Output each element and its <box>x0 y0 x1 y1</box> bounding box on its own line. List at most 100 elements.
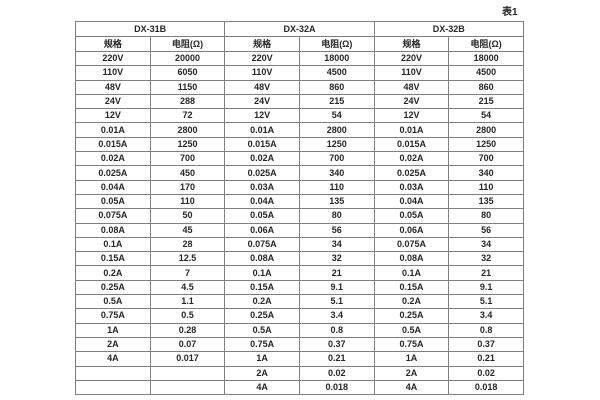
resistance-spec-table: DX-31B DX-32A DX-32B 规格 电阻(Ω) 规格 电阻(Ω) 规… <box>74 21 525 396</box>
resistance-cell: 32 <box>448 251 524 267</box>
resistance-cell: 56 <box>298 222 375 238</box>
col-header-spec-dx32a: 规格 <box>224 36 300 52</box>
spec-cell: 0.75A <box>373 336 450 353</box>
table-row: 1A 0.28 0.5A 0.8 0.5A 0.8 <box>75 322 524 338</box>
resistance-cell: 2800 <box>298 122 375 138</box>
spec-cell: 0.1A <box>373 265 450 281</box>
table-row: 0.08A 45 0.06A 56 0.06A 56 <box>75 222 524 238</box>
resistance-cell: 80 <box>298 208 375 224</box>
table-row: 0.02A 700 0.02A 700 0.02A 700 <box>75 151 524 167</box>
spec-cell: 2A <box>224 365 300 381</box>
table-header: DX-31B DX-32A DX-32B 规格 电阻(Ω) 规格 电阻(Ω) 规… <box>74 21 525 52</box>
resistance-cell: 2800 <box>149 122 226 138</box>
resistance-cell: 288 <box>149 93 226 110</box>
resistance-cell: 0.21 <box>448 351 524 367</box>
spec-cell: 0.25A <box>373 308 450 324</box>
spec-cell: 0.1A <box>224 265 300 281</box>
spec-cell <box>75 379 151 396</box>
spec-cell: 0.05A <box>224 208 300 224</box>
resistance-cell: 4500 <box>298 65 375 81</box>
spec-cell: 0.01A <box>75 122 151 138</box>
spec-cell: 48V <box>224 79 300 95</box>
spec-cell: 1A <box>224 351 300 367</box>
spec-cell: 220V <box>224 50 300 67</box>
table-row: 110V 6050 110V 4500 110V 4500 <box>75 65 524 81</box>
spec-cell: 110V <box>373 65 450 81</box>
resistance-cell: 1250 <box>298 136 375 153</box>
table-caption: 表1 <box>502 7 518 18</box>
resistance-cell: 7 <box>149 265 226 281</box>
resistance-cell: 135 <box>298 193 375 210</box>
table-row: 0.015A 1250 0.015A 1250 0.015A 1250 <box>75 136 524 153</box>
spec-cell: 0.01A <box>373 122 450 138</box>
table-row: 0.025A 450 0.025A 340 0.025A 340 <box>75 165 524 181</box>
spec-cell: 48V <box>373 79 450 95</box>
spec-cell: 0.03A <box>373 179 450 195</box>
group-header-row: DX-31B DX-32A DX-32B <box>74 21 525 37</box>
spec-cell: 0.05A <box>373 208 450 224</box>
resistance-cell: 860 <box>298 79 375 95</box>
spec-cell: 0.01A <box>224 122 300 138</box>
resistance-cell: 3.4 <box>298 308 375 324</box>
resistance-cell: 170 <box>149 179 226 195</box>
resistance-cell <box>149 365 226 381</box>
table-row: 0.04A 170 0.03A 110 0.03A 110 <box>75 179 524 195</box>
resistance-cell: 9.1 <box>448 279 524 296</box>
spec-cell: 0.25A <box>224 308 300 324</box>
spec-cell: 0.25A <box>75 279 151 296</box>
spec-cell: 0.08A <box>224 251 300 267</box>
col-header-spec-dx31b: 规格 <box>75 36 151 52</box>
resistance-cell: 9.1 <box>298 279 375 296</box>
table-row: 0.05A 110 0.04A 135 0.04A 135 <box>75 193 524 210</box>
spec-cell: 0.075A <box>373 236 450 253</box>
resistance-cell: 80 <box>448 208 524 224</box>
table-row: 220V 20000 220V 18000 220V 18000 <box>75 50 524 67</box>
spec-cell: 1A <box>75 322 151 338</box>
table-row: 0.75A 0.5 0.25A 3.4 0.25A 3.4 <box>75 308 524 324</box>
resistance-cell: 56 <box>448 222 524 238</box>
spec-cell: 0.15A <box>75 251 151 267</box>
table-row: 12V 72 12V 54 12V 54 <box>75 108 524 124</box>
spec-cell: 0.02A <box>373 151 450 167</box>
spec-cell: 48V <box>75 79 151 95</box>
spec-cell: 12V <box>224 108 300 124</box>
column-header-row: 规格 电阻(Ω) 规格 电阻(Ω) 规格 电阻(Ω) <box>75 36 524 52</box>
resistance-cell: 5.1 <box>298 294 375 310</box>
resistance-cell: 0.37 <box>448 336 524 353</box>
resistance-cell: 4500 <box>448 65 524 81</box>
col-header-resistance-dx32b: 电阻(Ω) <box>448 36 524 52</box>
resistance-cell: 1250 <box>149 136 226 153</box>
resistance-cell: 3.4 <box>448 308 524 324</box>
spec-cell: 0.15A <box>224 279 300 296</box>
resistance-cell: 45 <box>149 222 226 238</box>
resistance-cell: 700 <box>298 151 375 167</box>
spec-cell: 0.04A <box>75 179 151 195</box>
resistance-cell: 2800 <box>448 122 524 138</box>
spec-cell: 0.06A <box>224 222 300 238</box>
table-row: 0.2A 7 0.1A 21 0.1A 21 <box>75 265 524 281</box>
spec-cell: 0.75A <box>224 336 300 353</box>
spec-cell: 12V <box>373 108 450 124</box>
table-row: 2A 0.02 2A 0.02 <box>75 365 524 381</box>
table-row: 4A 0.017 1A 0.21 1A 0.21 <box>75 351 524 367</box>
resistance-cell <box>149 379 226 396</box>
resistance-cell: 1150 <box>149 79 226 95</box>
spec-cell: 0.015A <box>75 136 151 153</box>
resistance-cell: 0.02 <box>298 365 375 381</box>
resistance-cell: 700 <box>149 151 226 167</box>
group-header-dx32b: DX-32B <box>373 21 525 37</box>
spec-cell: 24V <box>224 93 300 110</box>
table-body: 220V 20000 220V 18000 220V 18000 110V 6050 110V 4… <box>75 50 524 396</box>
spec-cell: 0.015A <box>224 136 300 153</box>
resistance-cell: 28 <box>149 236 226 253</box>
spec-cell: 0.08A <box>75 222 151 238</box>
resistance-cell: 700 <box>448 151 524 167</box>
spec-cell: 0.075A <box>75 208 151 224</box>
resistance-cell: 0.02 <box>448 365 524 381</box>
table-row: 0.1A 28 0.075A 34 0.075A 34 <box>75 236 524 253</box>
resistance-cell: 12.5 <box>149 251 226 267</box>
resistance-cell: 215 <box>448 93 524 110</box>
spec-cell: 0.05A <box>75 193 151 210</box>
spec-cell: 0.2A <box>373 294 450 310</box>
group-header-dx32a: DX-32A <box>224 21 375 37</box>
